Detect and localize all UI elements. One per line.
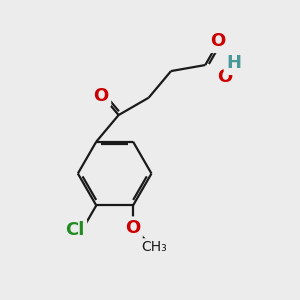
Text: O: O [125,219,140,237]
Text: CH₃: CH₃ [141,240,167,254]
Text: O: O [210,32,225,50]
Text: O: O [93,87,109,105]
Text: Cl: Cl [65,221,85,239]
Text: H: H [226,54,242,72]
Text: O: O [218,68,233,86]
